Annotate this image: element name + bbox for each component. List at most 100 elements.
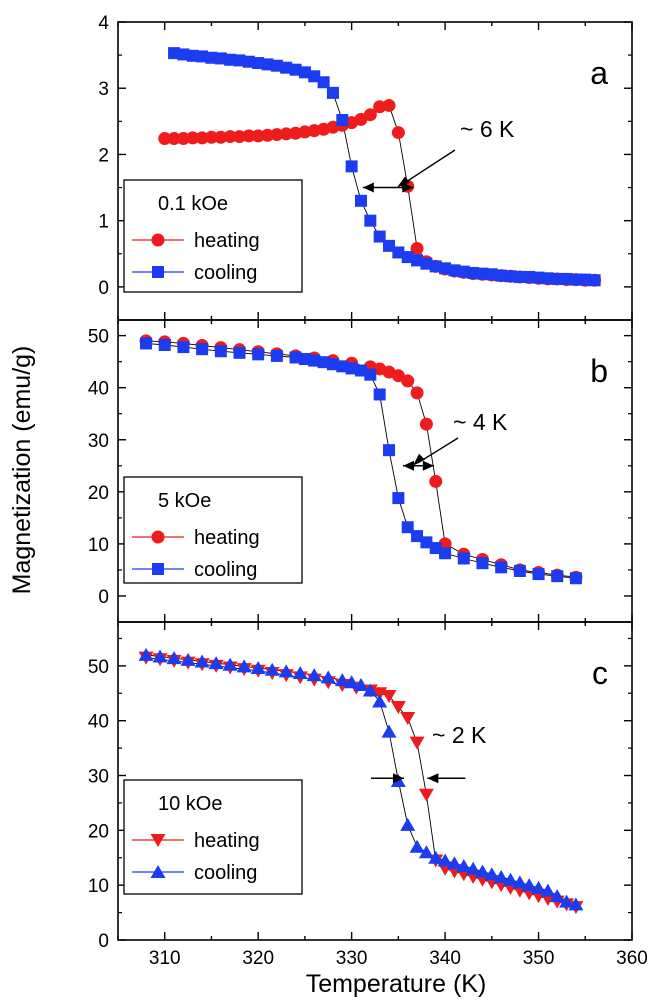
data-point-cooling [474, 864, 490, 878]
data-point-cooling [278, 664, 294, 678]
data-point-cooling [320, 670, 336, 684]
y-tick-label: 50 [88, 657, 109, 678]
data-point-cooling [270, 59, 283, 72]
data-point-cooling [420, 257, 433, 270]
legend-label-heating: heating [194, 527, 260, 549]
data-point-cooling [224, 53, 237, 66]
data-point-cooling [233, 54, 246, 67]
data-point-cooling [214, 345, 227, 358]
data-point-cooling [476, 267, 489, 280]
data-point-heating [251, 129, 265, 143]
data-point-cooling [362, 683, 378, 697]
legend-marker-heating [151, 233, 165, 247]
legend-marker-heating [151, 530, 165, 544]
data-point-cooling [364, 214, 377, 227]
data-point-cooling [236, 659, 252, 673]
data-point-cooling [166, 651, 182, 665]
y-tick-label: 2 [98, 145, 109, 166]
panels: 0 1 2 3 4 a ~ 6 K 0.1 kOe heating cooling 0 10 20 30 4… [88, 13, 648, 969]
width-arrow-head [392, 773, 404, 784]
pointer-arrow-line [417, 437, 459, 464]
data-point-cooling [448, 264, 461, 277]
data-point-cooling [418, 845, 434, 859]
data-point-cooling [513, 270, 526, 283]
data-point-heating [400, 711, 416, 725]
data-point-cooling [334, 673, 350, 687]
plot-frame [117, 621, 633, 941]
data-point-cooling [222, 657, 238, 671]
legend-label-cooling: cooling [194, 862, 257, 884]
data-point-cooling [298, 66, 311, 79]
legend-label-cooling: cooling [194, 559, 257, 581]
data-point-cooling [186, 49, 199, 62]
data-point-cooling [140, 337, 153, 350]
x-tick-label: 340 [429, 948, 461, 969]
x-tick-label: 310 [149, 948, 181, 969]
data-point-cooling [373, 388, 386, 401]
x-tick-label: 350 [523, 948, 555, 969]
data-point-cooling [401, 521, 414, 534]
legend-marker-cooling [152, 563, 164, 575]
legend-label-heating: heating [194, 830, 260, 852]
data-point-cooling [476, 557, 489, 570]
data-point-cooling [180, 652, 196, 666]
data-point-cooling [504, 270, 517, 283]
data-point-heating [401, 374, 415, 388]
y-tick-label: 10 [88, 876, 109, 897]
data-point-cooling [467, 266, 480, 279]
data-point-cooling [205, 51, 218, 64]
data-point-heating [390, 700, 406, 714]
data-point-cooling [317, 76, 330, 89]
data-point-heating [410, 386, 424, 400]
data-point-cooling [354, 364, 367, 377]
legend-marker-heating [150, 834, 166, 847]
legend-marker-cooling [152, 266, 164, 278]
data-point-heating [438, 537, 452, 551]
legend: 0.1 kOe heating cooling [123, 179, 303, 293]
pointer-arrow-line [401, 149, 456, 186]
y-tick-label: 3 [98, 79, 109, 100]
data-point-cooling [289, 351, 302, 364]
y-tick-label: 10 [88, 535, 109, 556]
data-point-cooling [551, 272, 564, 285]
data-point-cooling [560, 272, 573, 285]
data-point-heating [279, 127, 293, 141]
data-point-cooling [383, 444, 396, 457]
data-point-cooling [521, 878, 537, 892]
data-point-cooling [428, 850, 444, 864]
y-tick-label: 20 [88, 483, 109, 504]
data-point-cooling [523, 270, 536, 283]
data-point-cooling [541, 272, 554, 285]
data-point-heating [429, 474, 443, 488]
hysteresis-width-label: ~ 2 K [432, 722, 487, 748]
data-point-cooling [457, 552, 470, 565]
x-tick-label: 360 [616, 948, 648, 969]
data-point-heating [270, 128, 284, 142]
data-point-cooling [214, 52, 227, 65]
y-tick-label: 30 [88, 767, 109, 788]
data-point-cooling [326, 86, 339, 99]
y-axis-title: Magnetization (emu/g) [8, 346, 36, 595]
data-point-cooling [439, 547, 452, 560]
legend-field-label: 0.1 kOe [158, 193, 228, 215]
data-point-cooling [549, 889, 565, 903]
pointer-arrow-head [413, 453, 425, 466]
data-point-cooling [446, 856, 462, 870]
panel-label: c [592, 655, 608, 691]
data-point-cooling [152, 649, 168, 663]
data-point-cooling [344, 675, 360, 689]
data-point-cooling [437, 853, 453, 867]
panel-c: 0 10 20 30 40 50 310 320 330 340 350 360 c ~ 2 K 10 kO… [88, 621, 648, 969]
data-point-heating [242, 129, 256, 143]
legend-field-label: 5 kOe [158, 490, 211, 512]
data-point-cooling [354, 194, 367, 207]
data-point-cooling [493, 869, 509, 883]
data-point-cooling [261, 58, 274, 71]
data-point-heating [419, 417, 433, 431]
data-point-cooling [326, 358, 339, 371]
data-point-cooling [177, 48, 190, 61]
data-point-cooling [158, 338, 171, 351]
data-point-cooling [242, 55, 255, 68]
data-point-heating [410, 241, 424, 255]
data-point-cooling [579, 273, 592, 286]
